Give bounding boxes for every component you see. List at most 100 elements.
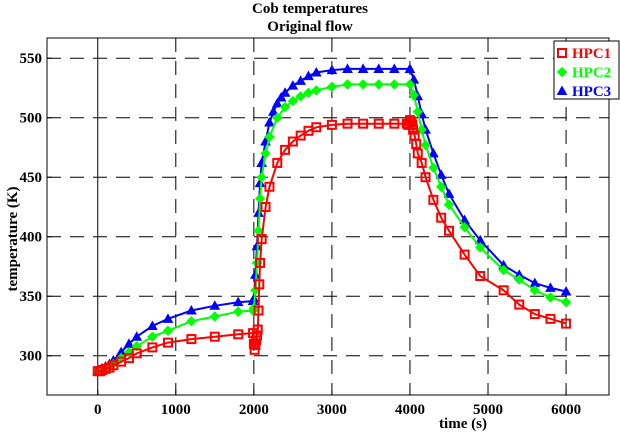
data-point [514, 274, 525, 285]
data-point [254, 279, 265, 290]
data-point [435, 181, 447, 192]
data-point [264, 181, 275, 192]
data-point [389, 79, 400, 90]
data-point [560, 285, 572, 296]
data-point [279, 101, 291, 113]
y-axis-label: temperature (K) [5, 186, 21, 291]
data-point [428, 147, 439, 158]
data-point [295, 75, 307, 85]
data-point [498, 285, 509, 296]
data-point [255, 257, 266, 268]
data-point [428, 162, 439, 173]
data-point [256, 172, 267, 183]
y-tick-label: 550 [20, 51, 43, 67]
data-point [326, 81, 338, 92]
y-tick-label: 350 [20, 289, 43, 305]
x-tick-label: 6000 [551, 402, 581, 418]
data-point [475, 271, 486, 281]
data-point [162, 313, 174, 323]
x-tick-label: 5000 [473, 402, 503, 418]
data-point [498, 264, 509, 276]
legend-marker-hpc1 [557, 48, 567, 58]
y-tick-label: 400 [20, 230, 43, 246]
grid-lines [47, 38, 609, 395]
data-point [254, 193, 266, 204]
data-point [186, 334, 197, 345]
data-point [232, 296, 244, 307]
legend-marker-hpc2 [556, 66, 568, 78]
data-point [287, 95, 299, 107]
y-tick-labels: 300 350 400 450 500 550 [20, 51, 43, 365]
data-point [186, 304, 197, 315]
data-point [435, 169, 447, 179]
data-point [209, 300, 221, 310]
data-point [253, 305, 264, 316]
data-point [264, 131, 275, 142]
data-point [373, 63, 385, 73]
legend-marker-hpc3 [556, 85, 568, 95]
data-point [131, 348, 142, 359]
data-point [272, 157, 283, 168]
data-point [251, 330, 262, 341]
data-point [459, 249, 470, 260]
data-point [95, 366, 106, 377]
x-axis-label: time (s) [439, 416, 487, 432]
data-point [443, 188, 455, 198]
data-point [275, 91, 287, 102]
data-point [420, 172, 431, 183]
data-point [416, 157, 427, 168]
data-point [412, 106, 423, 117]
y-tick-label: 500 [20, 111, 43, 127]
data-point [404, 63, 416, 73]
data-point [303, 87, 314, 98]
data-point [260, 148, 271, 159]
data-point [443, 199, 455, 210]
data-point [342, 63, 353, 73]
data-point [342, 79, 353, 90]
data-point [412, 148, 423, 159]
data-point [475, 242, 486, 253]
data-point [358, 118, 369, 129]
x-tick-labels: 0 1000 2000 3000 4000 5000 6000 [94, 402, 581, 418]
data-point [264, 116, 275, 127]
chart-title: Cob temperatures [252, 1, 368, 17]
x-tick-label: 4000 [395, 402, 425, 418]
data-point [303, 70, 314, 81]
plot-area [46, 37, 610, 396]
data-point [311, 85, 322, 96]
data-point [147, 331, 158, 342]
data-point [260, 201, 271, 212]
data-point [373, 79, 384, 90]
data-point [272, 112, 283, 123]
data-point [529, 285, 541, 296]
x-tick-label: 0 [94, 402, 102, 418]
data-point [436, 212, 447, 223]
data-point [459, 222, 470, 233]
data-point [310, 66, 322, 77]
x-tick-label: 1000 [161, 402, 191, 418]
legend: HPC1 HPC2 HPC3 [553, 40, 620, 100]
data-point [388, 63, 400, 73]
series-hpc1 [92, 115, 572, 377]
data-point [545, 282, 556, 292]
y-tick-label: 450 [20, 170, 43, 186]
x-tick-label: 2000 [239, 402, 269, 418]
data-point [280, 144, 291, 155]
data-point [268, 106, 279, 116]
data-point [233, 306, 244, 317]
data-point [311, 122, 322, 133]
legend-label-hpc2: HPC2 [572, 65, 611, 81]
data-point [233, 329, 244, 340]
data-point [326, 119, 337, 130]
data-point [162, 325, 174, 336]
x-tick-label: 3000 [317, 402, 347, 418]
data-point [147, 320, 158, 330]
data-point [404, 79, 416, 90]
data-point [560, 296, 572, 308]
data-point [256, 234, 267, 245]
data-point [209, 331, 220, 342]
data-point [545, 313, 556, 324]
data-point [287, 136, 298, 147]
data-point [131, 331, 143, 341]
